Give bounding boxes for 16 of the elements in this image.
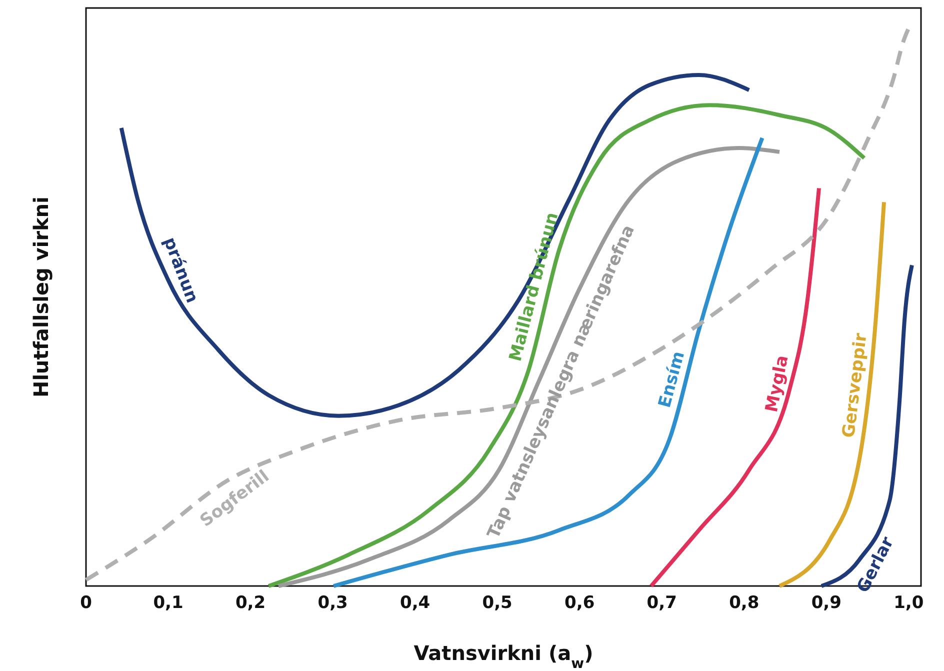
x-tick-label: 0 <box>80 593 92 614</box>
x-tick-label: 0,2 <box>235 593 266 614</box>
x-tick-label: 0,4 <box>400 593 430 614</box>
x-tick-label: 0,9 <box>811 593 842 614</box>
x-tick-label: 0,5 <box>482 593 512 614</box>
text: Ensím <box>654 349 690 410</box>
y-axis-title: Hlutfallsleg virkni <box>29 196 53 398</box>
x-tick-label: 0,6 <box>564 593 595 614</box>
x-tick-label: 0,8 <box>729 593 760 614</box>
x-tick-label: 0,3 <box>318 593 348 614</box>
x-tick-label: 1,0 <box>894 593 924 614</box>
x-tick-label: 0,7 <box>646 593 677 614</box>
x-tick-label: 0,1 <box>153 593 184 614</box>
text: Mygla <box>762 354 793 414</box>
text: Gersveppir <box>838 332 872 439</box>
x-axis-title: Vatnsvirkni (a$_{w}$) <box>414 641 594 671</box>
